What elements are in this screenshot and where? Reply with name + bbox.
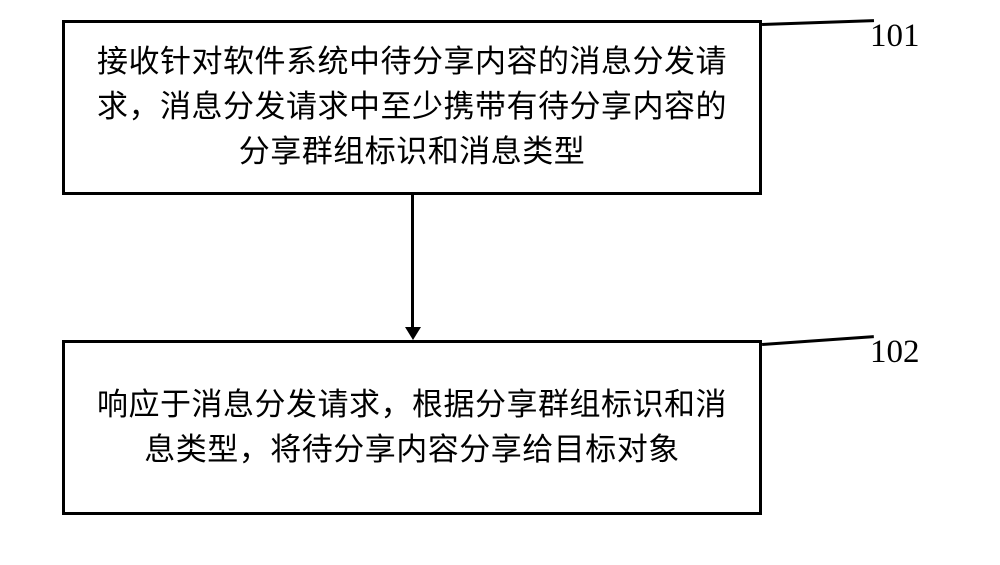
flowchart-label-101: 101 bbox=[870, 18, 920, 55]
flowchart-node-102-text: 响应于消息分发请求，根据分享群组标识和消息类型，将待分享内容分享给目标对象 bbox=[89, 383, 735, 473]
edge-101-to-102-arrow bbox=[405, 327, 421, 340]
flowchart-canvas: 接收针对软件系统中待分享内容的消息分发请求，消息分发请求中至少携带有待分享内容的… bbox=[0, 0, 1000, 565]
flowchart-node-102: 响应于消息分发请求，根据分享群组标识和消息类型，将待分享内容分享给目标对象 bbox=[62, 340, 762, 515]
flowchart-label-102: 102 bbox=[870, 334, 920, 371]
leader-line-101 bbox=[762, 19, 874, 26]
flowchart-label-101-text: 101 bbox=[870, 18, 920, 54]
edge-101-to-102 bbox=[411, 195, 414, 327]
flowchart-node-101-text: 接收针对软件系统中待分享内容的消息分发请求，消息分发请求中至少携带有待分享内容的… bbox=[89, 40, 735, 175]
flowchart-label-102-text: 102 bbox=[870, 334, 920, 370]
leader-line-102 bbox=[762, 335, 874, 346]
flowchart-node-101: 接收针对软件系统中待分享内容的消息分发请求，消息分发请求中至少携带有待分享内容的… bbox=[62, 20, 762, 195]
